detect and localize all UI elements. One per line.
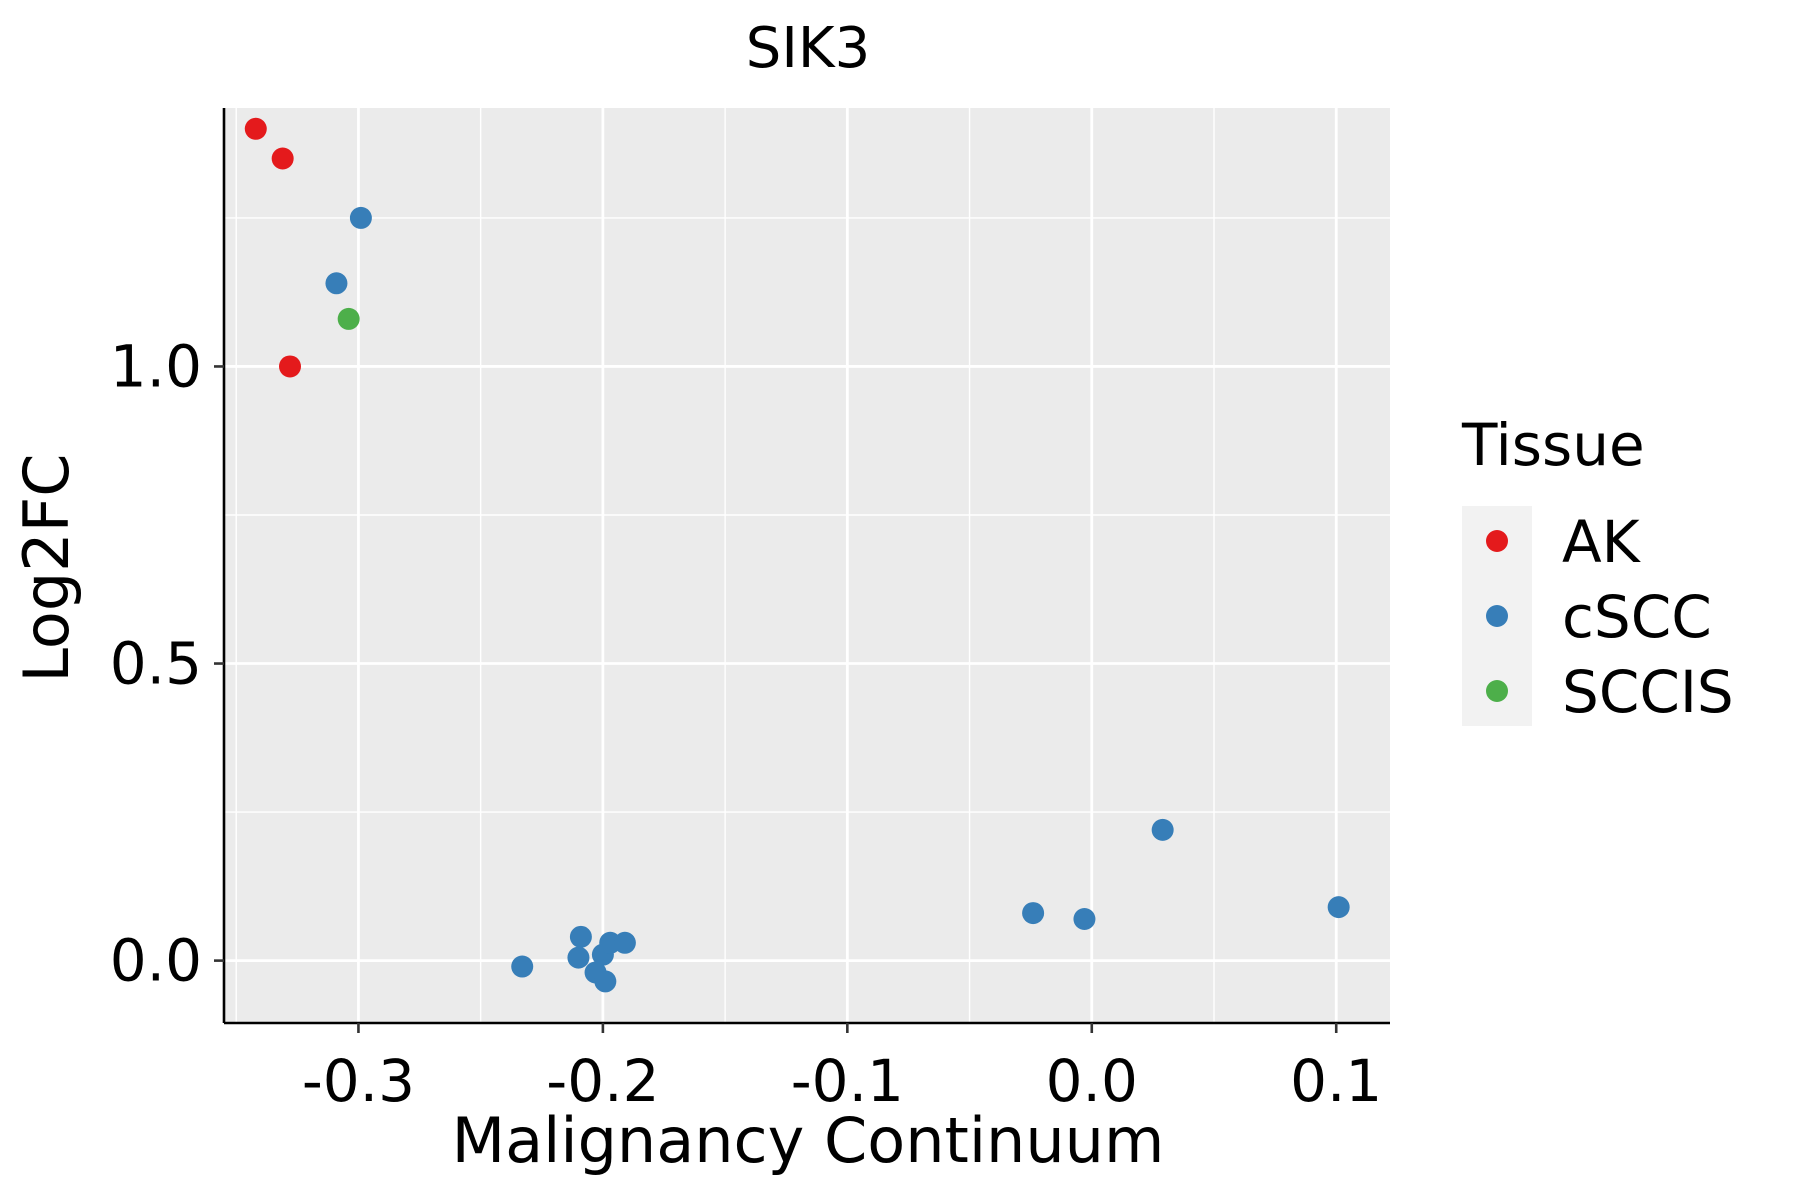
data-point-cscc (349, 206, 372, 229)
data-point-cscc (1073, 908, 1096, 931)
data-point-ak (271, 147, 294, 170)
data-point-cscc (511, 955, 534, 978)
x-tick-label: 0.0 (1046, 1047, 1138, 1115)
data-point-cscc (1022, 902, 1045, 925)
data-points (244, 117, 1350, 993)
y-tick-label: 1.0 (110, 332, 202, 400)
data-point-cscc (569, 925, 592, 948)
data-point-ak (279, 355, 301, 378)
data-point-cscc (325, 272, 348, 295)
x-tick-label: 0.1 (1290, 1047, 1382, 1115)
y-axis-ticks: 0.0 0.5 1.0 (110, 332, 224, 995)
legend-label-sccis: SCCIS (1562, 658, 1734, 726)
panel-background (224, 108, 1390, 1023)
data-point-cscc (613, 931, 636, 954)
x-axis-label: Malignancy Continuum (452, 1104, 1165, 1177)
legend-label-cscc: cSCC (1562, 583, 1712, 651)
plot-panel (224, 108, 1390, 1023)
x-tick-label: -0.2 (546, 1047, 659, 1115)
x-tick-label: -0.3 (302, 1047, 415, 1115)
chart-title: SIK3 (746, 16, 870, 81)
data-point-ak (244, 117, 267, 140)
legend-key-sccis (1486, 680, 1508, 702)
grid-lines (224, 108, 1390, 1023)
legend-title: Tissue (1461, 411, 1645, 479)
y-tick-label: 0.5 (110, 630, 202, 698)
legend-label-ak: AK (1562, 508, 1642, 576)
data-point-cscc (1151, 818, 1174, 841)
data-point-cscc (1327, 896, 1350, 919)
y-tick-label: 0.0 (110, 927, 202, 995)
legend-items: AK cSCC SCCIS (1486, 508, 1734, 726)
x-axis-ticks: -0.3 -0.2 -0.1 0.0 0.1 (302, 1023, 1382, 1115)
y-axis-label: Log2FC (10, 453, 83, 682)
legend-key-ak (1486, 530, 1508, 552)
legend: Tissue AK cSCC SCCIS (1461, 411, 1734, 726)
legend-key-cscc (1486, 605, 1508, 627)
data-point-sccis (337, 307, 360, 330)
axes (222, 108, 1390, 1025)
x-tick-label: -0.1 (791, 1047, 904, 1115)
data-point-cscc (567, 946, 590, 969)
data-point-cscc (594, 970, 617, 993)
